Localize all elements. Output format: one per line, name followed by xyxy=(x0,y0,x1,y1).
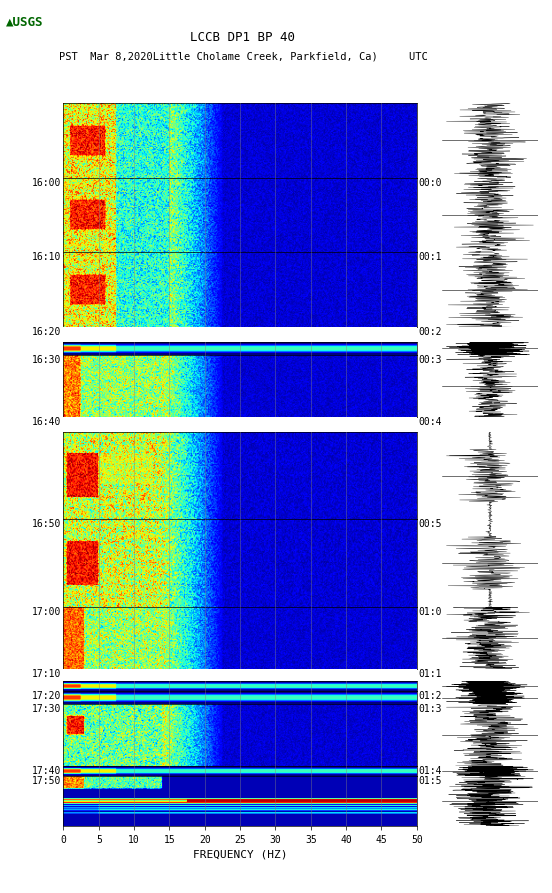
Text: 00:20: 00:20 xyxy=(418,327,448,338)
Text: 01:30: 01:30 xyxy=(418,704,448,714)
Text: 01:10: 01:10 xyxy=(418,669,448,679)
Text: 00:00: 00:00 xyxy=(418,178,448,188)
Text: 00:30: 00:30 xyxy=(418,355,448,364)
Text: 17:10: 17:10 xyxy=(33,669,62,679)
X-axis label: FREQUENCY (HZ): FREQUENCY (HZ) xyxy=(193,849,288,859)
Text: 17:00: 17:00 xyxy=(33,606,62,616)
Text: 16:30: 16:30 xyxy=(33,355,62,364)
Text: 16:20: 16:20 xyxy=(33,327,62,338)
Text: 17:30: 17:30 xyxy=(33,704,62,714)
Text: 00:10: 00:10 xyxy=(418,253,448,263)
Text: 01:00: 01:00 xyxy=(418,606,448,616)
Text: 16:00: 16:00 xyxy=(33,178,62,188)
Text: 00:50: 00:50 xyxy=(418,519,448,530)
Text: LCCB DP1 BP 40: LCCB DP1 BP 40 xyxy=(190,31,295,45)
Text: PST  Mar 8,2020Little Cholame Creek, Parkfield, Ca)     UTC: PST Mar 8,2020Little Cholame Creek, Park… xyxy=(59,52,427,62)
Text: 00:40: 00:40 xyxy=(418,417,448,427)
Text: 16:40: 16:40 xyxy=(33,417,62,427)
Text: 01:40: 01:40 xyxy=(418,766,448,776)
Text: 17:50: 17:50 xyxy=(33,776,62,786)
Text: 16:50: 16:50 xyxy=(33,519,62,530)
Text: 01:20: 01:20 xyxy=(418,691,448,701)
Text: ▲USGS: ▲USGS xyxy=(6,16,43,29)
Text: 01:50: 01:50 xyxy=(418,776,448,786)
Text: 17:40: 17:40 xyxy=(33,766,62,776)
Text: 16:10: 16:10 xyxy=(33,253,62,263)
Text: 17:20: 17:20 xyxy=(33,691,62,701)
